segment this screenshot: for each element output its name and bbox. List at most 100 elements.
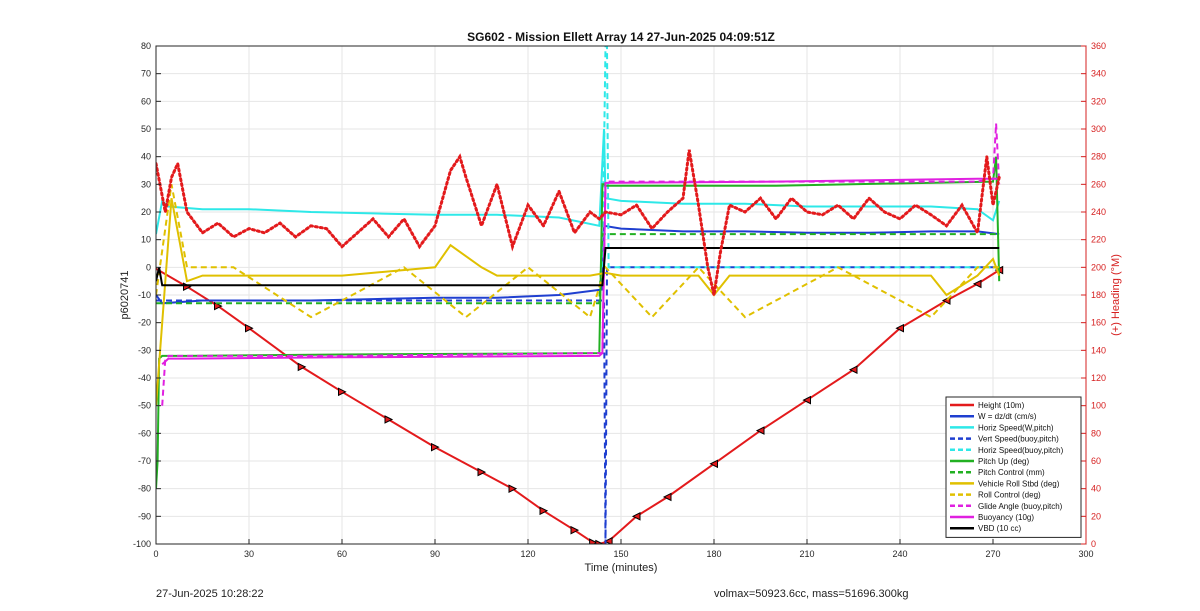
height-marker [384,415,394,424]
y2-tick-label: 180 [1091,290,1106,300]
height-marker [848,365,858,375]
x-tick-label: 90 [430,549,440,559]
y-tick-label: 0 [146,262,151,272]
x-tick-label: 120 [520,549,535,559]
y2-tick-label: 320 [1091,96,1106,106]
x-tick-label: 300 [1078,549,1093,559]
y-tick-label: -20 [138,318,151,328]
series-line-vehicle-roll-stbd-deg [156,198,1001,406]
x-axis: 0 30 60 90 120 150 180 210 240 270 300 [153,539,1094,559]
y-tick-label: -100 [133,539,151,549]
height-marker [631,512,641,521]
height-marker [431,442,440,452]
legend-label: Vert Speed(buoy,pitch) [978,435,1059,444]
y2-tick-label: 40 [1091,484,1101,494]
x-axis-label: Time (minutes) [585,562,658,574]
y-tick-label: 40 [141,152,151,162]
y2-tick-label: 260 [1091,179,1106,189]
y2-tick-label: 360 [1091,41,1106,51]
legend-label: Vehicle Roll Stbd (deg) [978,479,1060,488]
y-tick-label: -10 [138,290,151,300]
y2-tick-label: 0 [1091,539,1096,549]
series-line-heading-m [156,149,1001,296]
y2-tick-label: 200 [1091,262,1106,272]
legend-label: Glide Angle (buoy,pitch) [978,502,1063,511]
height-marker [802,395,811,405]
height-marker [755,426,765,435]
y-axis-left: -100-90-80-70-60-50-40-30-20-10010203040… [133,41,161,549]
y-tick-label: 60 [141,96,151,106]
legend-label: Horiz Speed(W,pitch) [978,423,1054,432]
height-marker [539,506,549,516]
series-line-horiz-speed-w-pitch [156,128,1001,235]
legend-label: Height (10m) [978,401,1025,410]
height-marker [972,279,982,289]
series-line-pitch-control-mm [156,233,1000,305]
height-marker [662,492,672,502]
y-tick-label: -80 [138,484,151,494]
height-marker [214,301,223,311]
y2-tick-label: 100 [1091,401,1106,411]
y-axis-label: p6020741 [119,271,131,320]
height-marker [895,323,904,333]
y2-tick-label: 120 [1091,373,1106,383]
y-tick-label: 20 [141,207,151,217]
y-tick-label: -60 [138,428,151,438]
chart-title: SG602 - Mission Ellett Array 14 27-Jun-2… [467,30,775,44]
series-line-horiz-speed-buoy-pitch [601,46,1000,269]
y-tick-label: -30 [138,345,151,355]
legend-label: Pitch Control (mm) [978,468,1045,477]
y2-tick-label: 60 [1091,456,1101,466]
y-tick-label: -40 [138,373,151,383]
height-marker [603,536,613,544]
y2-axis-label: (+) Heading (°M) [1110,254,1122,336]
y2-tick-label: 240 [1091,207,1106,217]
y2-tick-label: 300 [1091,124,1106,134]
y2-tick-label: 20 [1091,511,1101,521]
legend-label: VBD (10 cc) [978,524,1021,533]
height-marker [508,484,518,493]
y-tick-label: -50 [138,401,151,411]
series-line-buoyancy-10g [161,177,1000,365]
x-tick-label: 270 [985,549,1000,559]
height-marker [245,323,254,333]
x-tick-label: 30 [244,549,254,559]
y2-tick-label: 280 [1091,152,1106,162]
legend-label: Horiz Speed(buoy,pitch) [978,446,1064,455]
height-marker [589,538,598,544]
series-line-vbd-10-cc [156,247,1000,287]
legend-label: Buoyancy (10g) [978,513,1034,522]
y2-tick-label: 80 [1091,428,1101,438]
footer-stats: volmax=50923.6cc, mass=51696.300kg [714,588,909,600]
legend-label: Pitch Up (deg) [978,457,1029,466]
height-marker [595,539,604,544]
y-tick-label: 80 [141,41,151,51]
y-axis-right: 0 20 40 60 80 100 120 140 160 180 200 220 240 260 280 3… [1081,41,1106,549]
height-marker [570,525,580,535]
x-tick-label: 240 [892,549,907,559]
y2-tick-label: 340 [1091,69,1106,79]
x-tick-label: 0 [153,549,158,559]
x-tick-label: 180 [706,549,721,559]
series-layer [156,46,1004,544]
y-tick-label: -90 [138,511,151,521]
height-marker [297,362,307,372]
y-tick-label: -70 [138,456,151,466]
height-marker [709,459,718,469]
y2-tick-label: 220 [1091,235,1106,245]
y-tick-label: 50 [141,124,151,134]
height-marker [477,467,487,477]
legend: Height (10m) W = dz/dt (cm/s) Horiz Speed(… [945,396,1082,538]
legend-label: W = dz/dt (cm/s) [978,412,1037,421]
y-tick-label: 10 [141,235,151,245]
footer-date: 27-Jun-2025 10:28:22 [156,588,264,600]
y-tick-label: 70 [141,69,151,79]
y2-tick-label: 140 [1091,345,1106,355]
x-tick-label: 210 [799,549,814,559]
height-marker [338,387,347,397]
x-tick-label: 150 [613,549,628,559]
y-tick-label: 30 [141,179,151,189]
legend-label: Roll Control (deg) [978,491,1041,500]
legend-box [945,396,1082,538]
